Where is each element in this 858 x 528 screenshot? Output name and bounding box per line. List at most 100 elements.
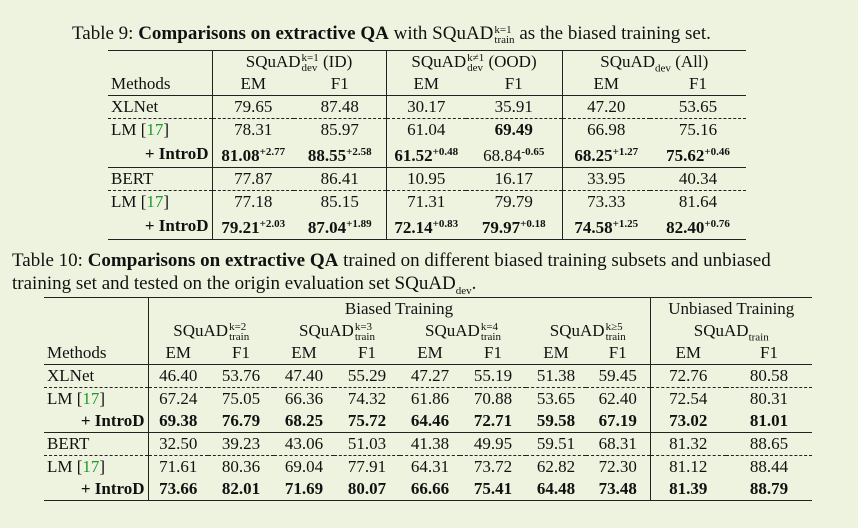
table-cell: 47.20 xyxy=(561,95,650,119)
table-cell: 69.38 xyxy=(147,410,208,433)
table-cell: 74.58+1.25 xyxy=(561,213,650,240)
table-cell: 72.30 xyxy=(586,455,650,479)
method-name: + IntroD xyxy=(80,411,145,431)
table-cell: 68.25+1.27 xyxy=(561,141,650,168)
citation-link[interactable]: 17 xyxy=(82,389,100,409)
table-cell: 75.16 xyxy=(650,118,746,142)
metric-header: F1 xyxy=(358,343,376,363)
table-cell: 80.07 xyxy=(347,479,387,499)
table-cell: 72.54 xyxy=(649,387,726,411)
table-cell: 86.41 xyxy=(320,169,359,189)
table-cell: 16.17 xyxy=(494,169,533,189)
table-cell: 64.46 xyxy=(410,411,450,431)
table-cell: 59.45 xyxy=(598,366,637,386)
table10-group-header: SQuAD k≥5 train xyxy=(549,321,626,344)
metric-header: EM xyxy=(291,343,317,363)
table10-methods-header: Methods xyxy=(47,343,107,363)
table10-caption-line2-text: training set and tested on the origin ev… xyxy=(12,273,456,294)
table10-caption-line2: training set and tested on the origin ev… xyxy=(12,272,477,296)
metric-header: F1 xyxy=(504,74,523,94)
table-cell: 61.52+0.48 xyxy=(385,141,466,168)
table-cell: 68.84-0.65 xyxy=(483,146,545,166)
table-cell: 55.29 xyxy=(347,366,387,386)
table9-caption-sub: train xyxy=(494,33,515,46)
table-cell: 71.61 xyxy=(147,455,208,479)
table9-methods-header: Methods xyxy=(111,74,171,94)
table-row: BERT 32.50 39.23 43.06 51.03 41.38 49.95 59.51 6… xyxy=(44,432,812,456)
table-row: LM [17] 71.61 80.36 69.04 77.91 64.31 73.72 62.… xyxy=(44,455,812,479)
method-name: LM [17] xyxy=(108,190,212,214)
table-cell: 82.40+0.76 xyxy=(666,218,730,238)
table-cell: 40.34 xyxy=(678,169,718,189)
table-cell: 73.02 xyxy=(649,410,726,433)
table-cell: 75.72 xyxy=(347,411,387,431)
table10-caption-bold: Comparisons on extractive QA xyxy=(87,250,339,271)
table-cell: 62.40 xyxy=(586,387,650,411)
citation-link[interactable]: 17 xyxy=(146,120,164,140)
table-cell: 53.76 xyxy=(221,366,261,386)
table-cell: 69.04 xyxy=(274,455,334,479)
table-cell: 51.03 xyxy=(347,434,387,454)
table-cell: 82.01 xyxy=(221,479,261,499)
table10-metric-header-row: Methods EM F1 EM F1 EM F1 EM F1 EM F1 xyxy=(44,342,812,365)
table-cell: 46.40 xyxy=(147,364,208,388)
table-cell: 53.65 xyxy=(678,97,718,117)
table-cell: 77.91 xyxy=(334,455,400,479)
table-cell: 79.97+0.18 xyxy=(481,218,546,238)
table-cell: 41.38 xyxy=(410,434,450,454)
table-cell: 66.66 xyxy=(410,479,450,499)
table-cell: 73.48 xyxy=(598,479,637,499)
table-cell: 74.32 xyxy=(334,387,400,411)
method-name: + IntroD xyxy=(80,479,145,499)
table-cell: 49.95 xyxy=(473,434,513,454)
table-cell: 88.79 xyxy=(749,479,789,499)
table-cell: 64.48 xyxy=(536,479,576,499)
method-name: BERT xyxy=(47,434,90,454)
table-cell: 59.58 xyxy=(536,411,576,431)
table10-group-header: SQuADtrain xyxy=(649,320,812,343)
method-name: LM [17] xyxy=(44,387,148,411)
table-cell: 59.51 xyxy=(536,434,576,454)
table-cell: 77.87 xyxy=(211,167,294,191)
table10-group-header-row: SQuAD k=2 train SQuAD k=3 train SQuAD k=4 trai… xyxy=(44,320,812,344)
table-cell: 80.58 xyxy=(749,366,789,386)
table-cell: 87.04+1.89 xyxy=(307,218,372,238)
metric-header: F1 xyxy=(608,343,627,363)
table-cell: 72.76 xyxy=(649,364,726,388)
table-row: BERT 77.87 86.41 10.95 16.17 33.95 40.34 xyxy=(108,167,746,191)
table-cell: 81.01 xyxy=(749,411,789,431)
metric-header: EM xyxy=(649,342,726,365)
table-cell: 66.98 xyxy=(561,118,650,142)
table-cell: 33.95 xyxy=(561,167,650,191)
citation-link[interactable]: 17 xyxy=(146,192,164,212)
table9-caption-suffix: as the biased training set. xyxy=(519,23,711,44)
table-cell: 68.31 xyxy=(598,434,637,454)
table-cell: 75.05 xyxy=(208,387,274,411)
table9-caption-bold: Comparisons on extractive QA xyxy=(138,23,389,44)
citation-link[interactable]: 17 xyxy=(82,457,100,477)
table-cell: 85.97 xyxy=(294,118,386,142)
table-cell: 79.79 xyxy=(466,190,562,214)
method-name: LM [17] xyxy=(44,455,148,479)
table-cell: 88.65 xyxy=(749,434,789,454)
table-cell: 67.24 xyxy=(147,387,208,411)
table-cell: 64.31 xyxy=(400,455,460,479)
table-cell: 73.72 xyxy=(460,455,526,479)
table-row: + IntroD 69.38 76.79 68.25 75.72 64.46 72.71 59… xyxy=(44,410,812,433)
table9-caption-sup: k=1 xyxy=(494,23,512,36)
table10-caption-rest: trained on different biased training sub… xyxy=(343,250,771,271)
table-cell: 76.79 xyxy=(221,411,261,431)
table9-group-header: SQuADdev (All) xyxy=(561,50,746,74)
table10-caption-end: . xyxy=(471,273,477,294)
table10-training-header-row: Biased Training Unbiased Training xyxy=(44,297,812,320)
table9-caption: Table 9: Comparisons on extractive QA wi… xyxy=(72,22,711,45)
metric-header: EM xyxy=(561,73,650,96)
method-name: XLNet xyxy=(111,97,159,117)
table-cell: 75.41 xyxy=(473,479,513,499)
metric-header: F1 xyxy=(484,343,502,363)
table9-group-header-row: SQuAD k=1 dev (ID) SQuAD k≠1 dev (OOD) SQuAD… xyxy=(108,50,746,74)
metric-header: EM xyxy=(211,73,294,96)
table-row: + IntroD 81.08+2.77 88.55+2.58 61.52+0.4… xyxy=(108,141,746,168)
table-cell: 35.91 xyxy=(494,97,533,117)
table-cell: 30.17 xyxy=(385,95,466,119)
